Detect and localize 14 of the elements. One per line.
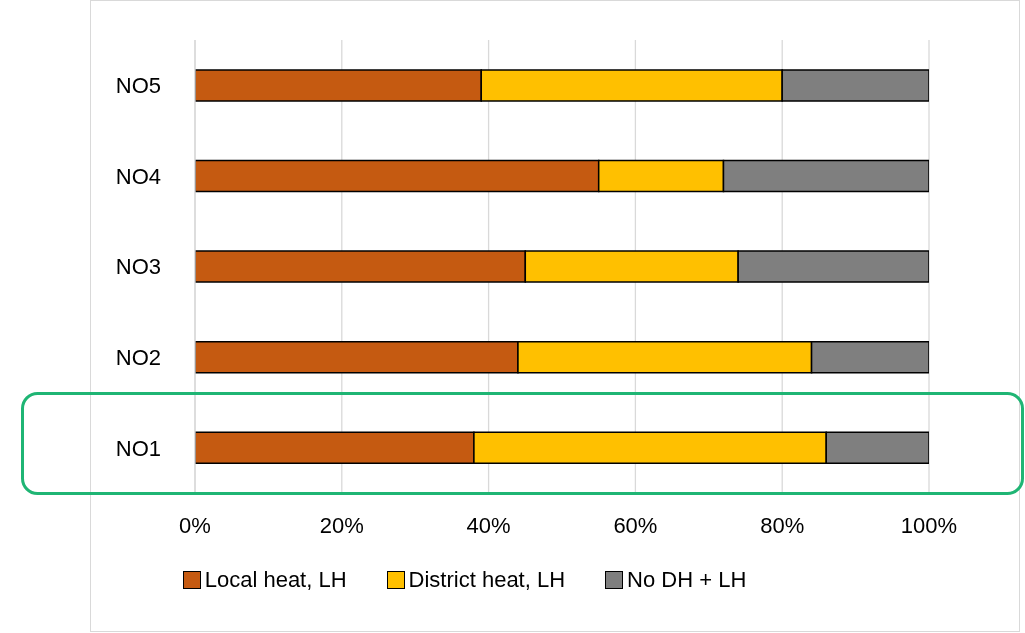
y-tick-label: NO3 [115,254,161,280]
x-tick-label: 60% [613,512,658,538]
y-tick-label: NO4 [115,163,161,189]
x-tick-label: 40% [466,512,511,538]
y-tick-label: NO5 [115,73,161,99]
y-tick-label: NO1 [115,435,161,461]
x-tick-label: 20% [319,512,364,538]
x-tick-label: 80% [760,512,805,538]
y-tick-label: NO2 [115,344,161,370]
legend-label: Local heat, LH [203,567,347,593]
legend-label: No DH + LH [626,567,747,593]
x-tick-label: 0% [179,512,211,538]
x-tick-label: 100% [900,512,958,538]
legend-label: District heat, LH [407,567,566,593]
